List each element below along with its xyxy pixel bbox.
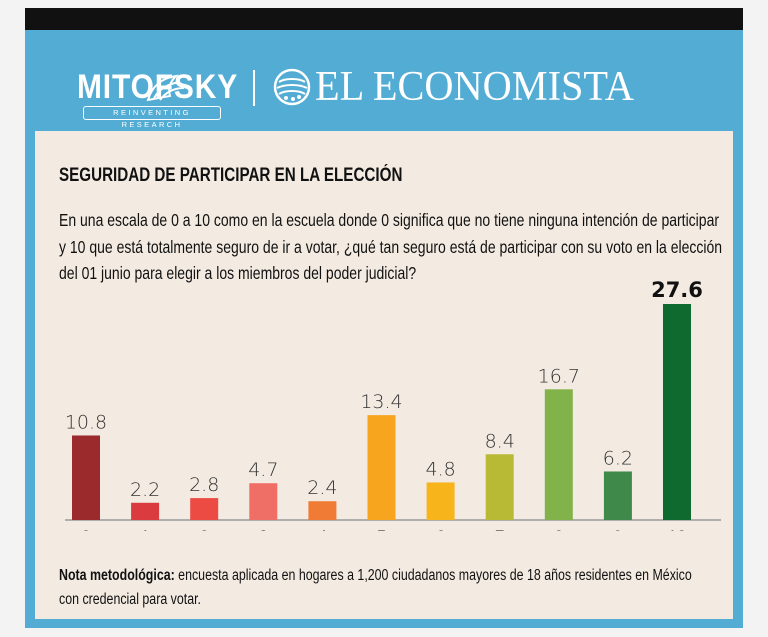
mitofsky-bird-logo-icon [146, 74, 185, 102]
bar-9 [603, 471, 632, 520]
mitofsky-wordmark: MITOFSKY [77, 68, 239, 106]
value-label-1: 2.2 [130, 479, 160, 501]
bar-10 [663, 304, 691, 520]
note-text: encuesta aplicada en hogares a 1,200 ciu… [59, 567, 692, 608]
category-label-3: 3 [259, 527, 268, 531]
category-label-7: 7 [495, 527, 504, 531]
bar-chart: 10.8 0 2.2 1 2.8 2 4.7 3 2.4 4 13.4 5 4.8 6 8.4 7 16.7 8 6… [65, 281, 721, 531]
category-label-0: 0 [81, 527, 90, 531]
value-label-8: 16.7 [538, 365, 580, 387]
value-label-2: 2.8 [189, 474, 219, 496]
content-card: SEGURIDAD DE PARTICIPAR EN LA ELECCIÓN E… [35, 131, 733, 619]
value-label-4: 2.4 [307, 477, 337, 499]
value-label-3: 4.7 [248, 459, 278, 481]
top-bar [25, 8, 743, 30]
note-label: Nota metodológica: [59, 567, 175, 584]
bar-0 [72, 435, 100, 520]
bar-2 [190, 498, 219, 520]
bar-5 [367, 415, 396, 520]
bar-4 [308, 501, 337, 520]
category-label-10: 10 [668, 527, 687, 531]
category-label-6: 6 [436, 527, 445, 531]
bar-1 [131, 502, 160, 520]
category-label-9: 9 [613, 527, 622, 531]
value-label-0: 10.8 [65, 411, 107, 433]
el-economista-wordmark: EL ECONOMISTA [315, 64, 634, 110]
methodology-note: Nota metodológica: encuesta aplicada en … [59, 564, 699, 612]
bar-8 [544, 389, 573, 520]
value-label-6: 4.8 [425, 458, 455, 480]
chart-title: SEGURIDAD DE PARTICIPAR EN LA ELECCIÓN [59, 165, 403, 186]
bar-6 [426, 482, 455, 520]
infographic-frame: MITOFSKY REINVENTING RESEARCH EL ECONOMI… [25, 30, 743, 628]
value-label-5: 13.4 [360, 391, 402, 413]
category-label-1: 1 [140, 527, 149, 531]
mitofsky-tagline: REINVENTING RESEARCH [83, 106, 221, 129]
brand-separator [253, 70, 255, 106]
value-label-9: 6.2 [603, 447, 633, 469]
brand-header: MITOFSKY REINVENTING RESEARCH EL ECONOMI… [25, 30, 743, 130]
bar-3 [249, 483, 278, 520]
category-label-2: 2 [199, 527, 208, 531]
category-label-8: 8 [554, 527, 563, 531]
survey-question: En una escala de 0 a 10 como en la escue… [59, 210, 723, 283]
el-economista-globe-icon [273, 68, 311, 106]
value-label-10: 27.6 [651, 281, 703, 302]
category-label-5: 5 [377, 527, 386, 531]
bar-7 [485, 454, 514, 520]
category-label-4: 4 [318, 527, 327, 531]
value-label-7: 8.4 [485, 430, 515, 452]
